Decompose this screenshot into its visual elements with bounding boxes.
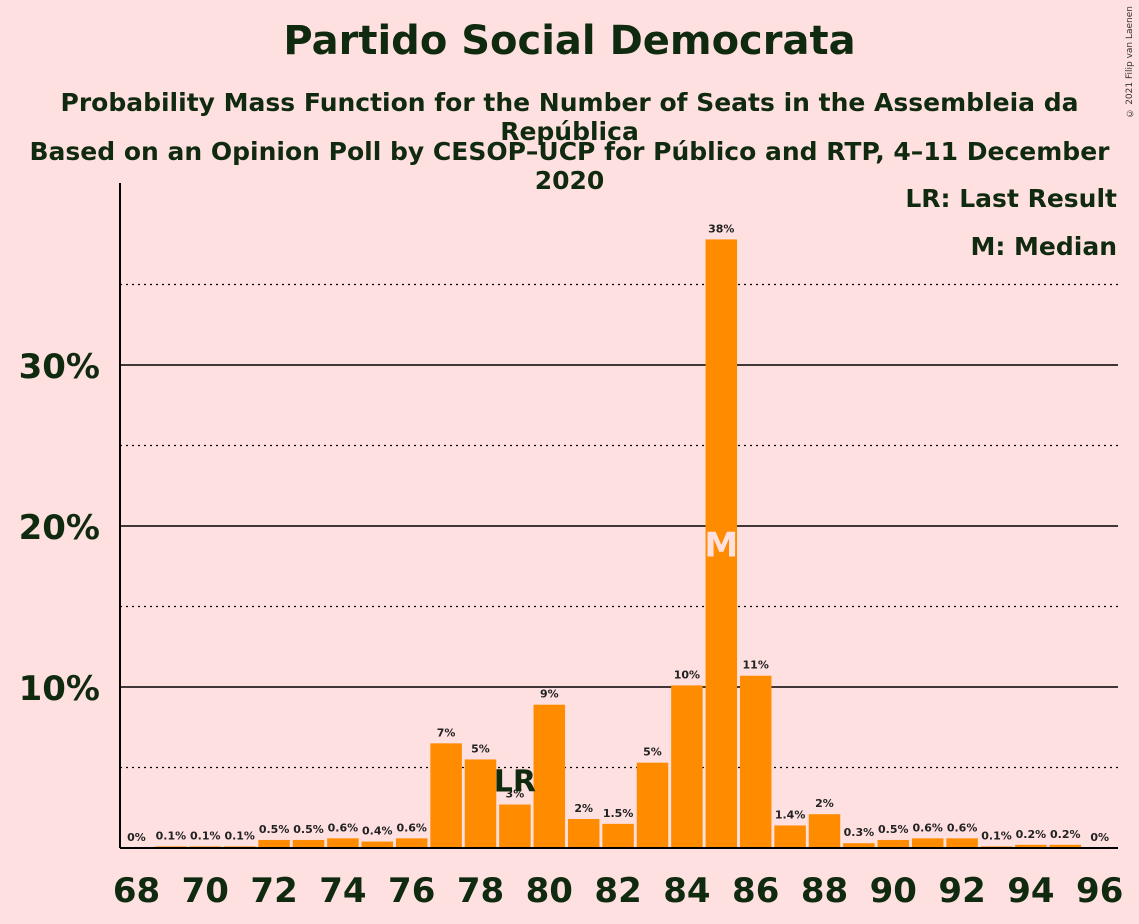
x-tick-label: 82 — [594, 871, 641, 911]
bar — [292, 839, 325, 848]
bar — [1015, 844, 1047, 848]
bar-value-label: 7% — [437, 726, 456, 739]
x-tick-label: 68 — [113, 871, 160, 911]
x-tick-label: 94 — [1007, 871, 1054, 911]
bar — [499, 804, 531, 848]
x-tick-label: 84 — [663, 871, 710, 911]
bar-value-label: 38% — [708, 222, 734, 235]
bar-value-label: 9% — [540, 688, 559, 701]
bar-value-label: 11% — [743, 659, 769, 672]
bar-value-label: 3% — [506, 788, 525, 801]
bar-value-label: 0.1% — [224, 829, 255, 842]
bar-value-label: 0.1% — [981, 829, 1012, 842]
bar-value-label: 0.1% — [190, 829, 221, 842]
x-tick-label: 86 — [732, 871, 779, 911]
bar-value-label: 0.3% — [844, 826, 875, 839]
bar — [946, 838, 978, 848]
chart-subtitle-2: Based on an Opinion Poll by CESOP–UCP fo… — [29, 137, 1110, 195]
y-tick-label: 30% — [19, 347, 100, 387]
legend-last-result: LR: Last Result — [905, 184, 1117, 213]
last-result-marker: LR — [494, 765, 536, 800]
bar-value-label: 5% — [471, 742, 490, 755]
bar-value-label: 0% — [127, 831, 146, 844]
x-tick-label: 88 — [801, 871, 848, 911]
bar-value-label: 0.2% — [1050, 828, 1081, 841]
bar-value-label: 1.5% — [603, 807, 634, 820]
bar-value-label: 0.1% — [156, 829, 187, 842]
bar — [567, 819, 600, 848]
bar — [395, 838, 428, 848]
bar — [774, 825, 806, 848]
y-tick-label: 10% — [19, 669, 100, 709]
bar — [361, 841, 394, 848]
bar-value-label: 0.6% — [328, 821, 359, 834]
bar-value-label: 0.5% — [878, 823, 909, 836]
x-tick-label: 72 — [250, 871, 297, 911]
x-tick-label: 96 — [1076, 871, 1123, 911]
bar — [430, 743, 462, 848]
chart-subtitle-1: Probability Mass Function for the Number… — [60, 88, 1079, 146]
bar-value-label: 1.4% — [775, 808, 806, 821]
x-tick-label: 80 — [526, 871, 573, 911]
chart-title: Partido Social Democrata — [283, 18, 856, 64]
x-tick-label: 76 — [388, 871, 435, 911]
median-marker: M — [704, 526, 738, 566]
bar — [464, 759, 497, 848]
bar — [533, 704, 566, 848]
bar — [705, 239, 738, 849]
bar — [671, 685, 703, 848]
bar-value-label: 0.4% — [362, 825, 393, 838]
bar-value-label: 2% — [574, 802, 593, 815]
bar-value-label: 2% — [815, 797, 834, 810]
bar — [258, 839, 290, 848]
y-tick-label: 20% — [19, 508, 100, 548]
bar-value-label: 0.2% — [1016, 828, 1047, 841]
bar-value-label: 0.6% — [912, 821, 943, 834]
bar-value-label: 0% — [1090, 831, 1109, 844]
x-tick-label: 74 — [319, 871, 366, 911]
bar — [602, 823, 634, 848]
x-tick-label: 90 — [870, 871, 917, 911]
bar-value-label: 5% — [643, 746, 662, 759]
bar — [327, 838, 359, 848]
bar-value-label: 0.5% — [293, 823, 324, 836]
bar — [808, 814, 841, 848]
x-tick-label: 92 — [938, 871, 985, 911]
bar — [877, 839, 910, 848]
legend-median: M: Median — [970, 232, 1117, 261]
bar — [739, 675, 772, 848]
bar-value-label: 0.6% — [396, 821, 427, 834]
x-tick-label: 70 — [182, 871, 229, 911]
bar-value-label: 10% — [674, 668, 700, 681]
x-tick-label: 78 — [457, 871, 504, 911]
bar — [911, 838, 944, 848]
bar-value-label: 0.5% — [259, 823, 290, 836]
bar — [636, 762, 669, 848]
bar — [1049, 844, 1082, 848]
bar — [843, 843, 875, 848]
bar-value-label: 0.6% — [947, 821, 978, 834]
